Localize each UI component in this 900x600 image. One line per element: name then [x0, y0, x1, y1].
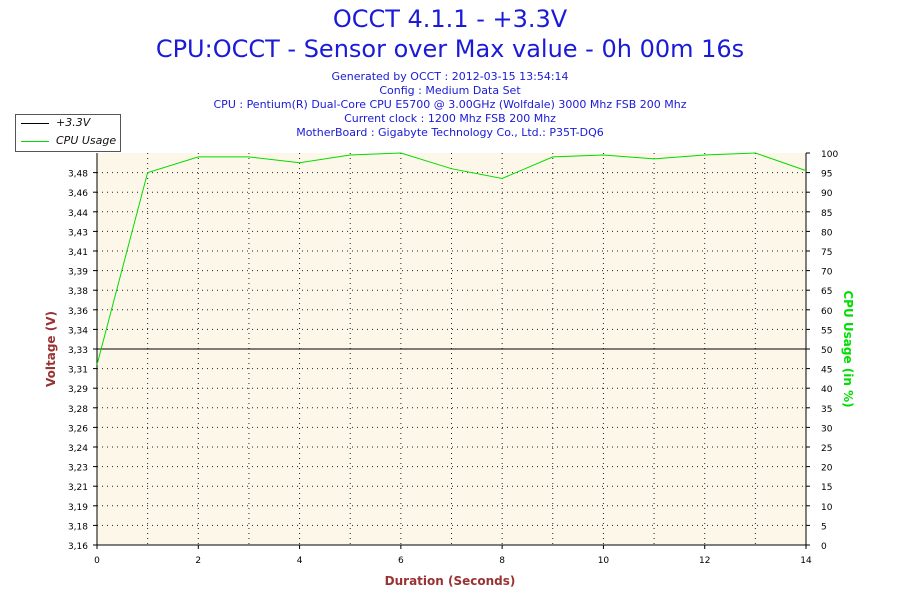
y-left-tick-label: 3,33: [68, 346, 88, 356]
chart-legend: +3.3V CPU Usage: [15, 114, 121, 152]
y-right-tick-label: 85: [821, 209, 832, 219]
info-config: Config : Medium Data Set: [379, 84, 521, 97]
y-left-tick-label: 3,24: [68, 444, 88, 454]
y-left-tick-label: 3,28: [68, 405, 88, 415]
y-right-tick-label: 15: [821, 483, 832, 493]
legend-swatch-voltage: [21, 123, 49, 124]
x-tick-label: 10: [598, 556, 610, 566]
x-axis-title: Duration (Seconds): [385, 574, 516, 588]
y-right-tick-label: 10: [821, 503, 833, 513]
y-right-tick-label: 60: [821, 307, 833, 317]
y-right-tick-label: 50: [821, 346, 833, 356]
legend-label-voltage: +3.3V: [56, 116, 91, 129]
y-left-tick-label: 3,29: [68, 385, 88, 395]
y-right-tick-label: 100: [821, 150, 838, 160]
y-right-tick-label: 75: [821, 248, 832, 258]
y-right-tick-label: 90: [821, 189, 833, 199]
y-right-tick-label: 25: [821, 444, 832, 454]
info-cpu: CPU : Pentium(R) Dual-Core CPU E5700 @ 3…: [213, 98, 687, 111]
y-right-tick-label: 65: [821, 287, 832, 297]
y-right-tick-label: 30: [821, 424, 833, 434]
y-right-tick-label: 0: [821, 542, 827, 552]
legend-item-voltage[interactable]: +3.3V: [16, 115, 120, 132]
y-left-tick-label: 3,41: [68, 248, 88, 258]
y-left-tick-label: 3,23: [68, 464, 88, 474]
y-left-tick-label: 3,44: [68, 209, 88, 219]
y-left-tick-label: 3,39: [68, 268, 88, 278]
y-left-tick-label: 3,16: [68, 542, 88, 552]
y-right-tick-label: 5: [821, 522, 827, 532]
info-generated: Generated by OCCT : 2012-03-15 13:54:14: [331, 70, 569, 83]
x-tick-label: 4: [297, 556, 303, 566]
legend-swatch-cpu-usage: [21, 141, 49, 142]
y-left-tick-label: 3,21: [68, 483, 88, 493]
y-left-tick-label: 3,46: [68, 189, 88, 199]
y-left-tick-label: 3,48: [68, 170, 88, 180]
y-right-tick-label: 95: [821, 170, 832, 180]
y-left-tick-label: 3,34: [68, 326, 88, 336]
series-line-cpu-usage: [96, 152, 807, 365]
y-right-axis-title: CPU Usage (in %): [841, 290, 855, 407]
x-tick-label: 0: [94, 556, 100, 566]
y-right-tick-label: 55: [821, 326, 832, 336]
legend-item-cpu-usage[interactable]: CPU Usage: [16, 133, 120, 150]
info-motherboard: MotherBoard : Gigabyte Technology Co., L…: [296, 126, 604, 139]
y-left-tick-label: 3,19: [68, 503, 88, 513]
y-right-tick-label: 80: [821, 228, 833, 238]
y-left-tick-label: 3,36: [68, 307, 88, 317]
chart-title: OCCT 4.1.1 - +3.3V: [332, 5, 568, 33]
y-right-tick-label: 45: [821, 366, 832, 376]
x-tick-label: 12: [699, 556, 710, 566]
y-left-tick-label: 3,43: [68, 228, 88, 238]
y-left-tick-label: 3,31: [68, 366, 88, 376]
y-left-axis-title: Voltage (V): [44, 311, 58, 387]
y-left-tick-label: 3,18: [68, 522, 88, 532]
x-tick-label: 6: [398, 556, 404, 566]
y-right-tick-label: 40: [821, 385, 833, 395]
chart-subtitle: CPU:OCCT - Sensor over Max value - 0h 00…: [155, 35, 745, 63]
y-right-tick-label: 35: [821, 405, 832, 415]
legend-label-cpu-usage: CPU Usage: [56, 134, 117, 147]
y-right-tick-label: 20: [821, 464, 833, 474]
y-left-tick-label: 3,38: [68, 287, 88, 297]
x-tick-label: 2: [195, 556, 201, 566]
x-tick-label: 14: [800, 556, 812, 566]
info-current-clock: Current clock : 1200 Mhz FSB 200 Mhz: [344, 112, 556, 125]
x-tick-label: 8: [499, 556, 505, 566]
y-left-tick-label: 3,26: [68, 424, 88, 434]
y-right-tick-label: 70: [821, 268, 833, 278]
